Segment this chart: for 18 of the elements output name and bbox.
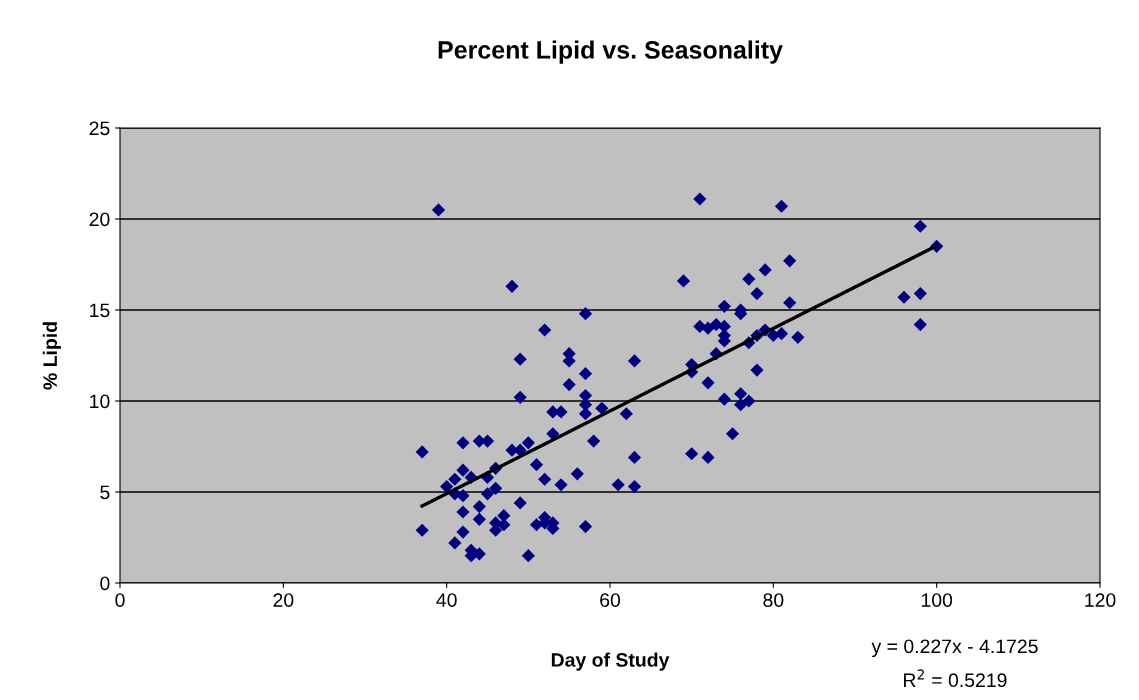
x-tick-label: 100 (921, 593, 953, 607)
chart-title: Percent Lipid vs. Seasonality (438, 40, 783, 64)
x-tick-label: 120 (1085, 593, 1116, 607)
x-tick-label: 40 (436, 593, 457, 607)
x-tick-label: 20 (273, 593, 294, 607)
y-tick-label: 25 (89, 121, 110, 136)
text: R$^{2}$ = 0.5219 (904, 669, 1007, 688)
y-tick-label: 20 (89, 212, 110, 227)
y-tick-label: 15 (90, 303, 110, 318)
x-tick-label: 60 (600, 593, 621, 607)
text: y = 0.227x - 4.1725 (871, 639, 1038, 658)
x-axis-title: Day of Study (551, 652, 670, 671)
y-axis-title: % Lipid (42, 322, 61, 390)
x-tick-label: 80 (763, 593, 784, 607)
y-tick-label: 10 (90, 394, 110, 409)
y-tick-label: 5 (100, 485, 110, 500)
y-tick-label: 0 (100, 576, 110, 591)
x-tick-label: 0 (115, 593, 125, 607)
